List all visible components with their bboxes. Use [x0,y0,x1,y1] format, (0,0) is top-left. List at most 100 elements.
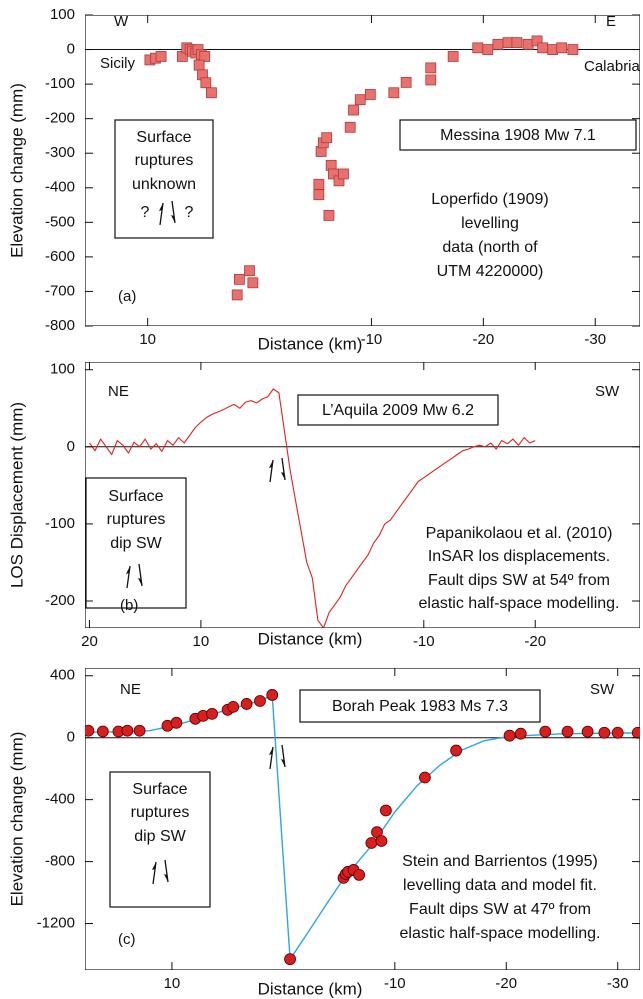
y-tick-label: -100 [45,75,75,92]
data-point [537,42,549,54]
data-point [353,869,366,881]
data-point [450,744,463,757]
panel-label: (a) [118,288,136,305]
y-tick-label: 0 [67,41,75,58]
data-point [425,62,437,74]
plot-area [85,362,640,628]
place-label: Calabria [584,58,641,75]
data-point [531,35,543,47]
y-tick-label: -400 [45,179,75,196]
y-tick-label: -800 [45,853,75,870]
x-tick-label: -30 [607,975,629,992]
x-axis-label: Distance (km) [258,334,363,353]
data-point [96,725,109,738]
data-point [244,265,255,277]
data-point [313,189,325,201]
data-point [522,38,534,50]
uncertainty-mark: ? [141,204,150,221]
data-point [388,87,400,99]
source-note: levelling [461,215,519,232]
source-note: data (north of [442,239,538,256]
rupture-box [109,771,211,908]
y-tick-label: -200 [45,110,75,127]
y-tick-label: 400 [50,667,75,684]
direction-label: SW [590,681,615,698]
data-point [375,835,388,847]
direction-label: SW [595,383,620,400]
data-point [338,168,349,180]
x-axis-label: Distance (km) [258,979,363,998]
y-tick-label: 100 [50,361,75,378]
data-line [89,388,536,628]
plot-area [85,15,640,326]
direction-label: NE [120,681,141,698]
rupture-note: Surface [136,129,191,146]
rupture-note: dip SW [110,535,162,552]
source-note: UTM 4220000) [437,263,544,280]
data-point [323,210,335,221]
source-note: InSAR los displacements. [428,548,610,565]
data-point [200,77,212,89]
rupture-note: unknown [132,176,196,193]
data-point [206,707,218,720]
data-point [227,700,240,713]
data-point [561,725,574,738]
rupture-note: ruptures [131,804,190,821]
data-point [85,724,95,737]
source-note: Loperfido (1909) [431,191,548,208]
event-label: Borah Peak 1983 Ms 7.3 [332,698,508,715]
y-tick-label: -1200 [37,915,75,932]
y-axis-label: Elevation change (mm) [7,732,26,907]
x-tick-label: -20 [473,331,495,348]
data-point [344,121,356,133]
y-tick-label: -500 [45,213,75,230]
data-point [492,38,504,50]
data-point [121,724,134,737]
rupture-note: Surface [108,488,163,505]
x-tick-label: 10 [164,975,181,992]
y-tick-label: -300 [45,144,75,161]
event-box [399,119,637,151]
data-point [364,89,376,100]
y-tick-label: -700 [45,282,75,299]
source-note: Papanikolaou et al. (2010) [426,525,613,542]
data-point [581,725,594,738]
y-axis-label: Elevation change (mm) [7,83,26,258]
y-tick-label: -400 [45,791,75,808]
data-point [321,132,333,144]
data-point [206,87,217,99]
x-tick-label: 10 [193,633,210,650]
x-tick-label: -30 [584,331,606,348]
panel-b: NE SW L’Aquila 2009 Mw 6.2 Surface ruptu… [7,361,640,650]
x-tick-label: 20 [81,633,98,650]
data-point [240,698,253,710]
panel-a: W E Sicily Calabria Messina 1908 Mw 7.1 … [7,6,640,354]
y-tick-label: 0 [67,729,75,746]
y-axis-label: LOS Displacement (mm) [7,402,26,588]
source-note: elastic half-space modelling. [400,925,601,942]
data-point [380,804,392,817]
data-point [611,726,624,739]
data-point [234,273,245,285]
rupture-note: ruptures [107,511,166,528]
data-point [254,695,266,707]
source-note: Fault dips SW at 47º from [409,901,591,918]
data-point [447,51,459,62]
data-point [400,76,412,88]
data-point [514,727,527,740]
event-box [297,394,499,426]
data-point [539,725,552,738]
y-tick-label: -800 [45,317,75,334]
rupture-note: dip SW [134,828,186,845]
data-point [425,74,437,86]
direction-label: W [114,13,129,30]
data-point [503,729,516,742]
data-point [348,104,359,116]
data-point [598,726,611,739]
event-label: Messina 1908 Mw 7.1 [440,127,596,144]
source-note: levelling data and model fit. [403,877,597,894]
panel-c: NE SW Borah Peak 1983 Ms 7.3 Surface rup… [7,667,640,998]
data-point [313,178,325,190]
y-tick-label: -600 [45,248,75,265]
